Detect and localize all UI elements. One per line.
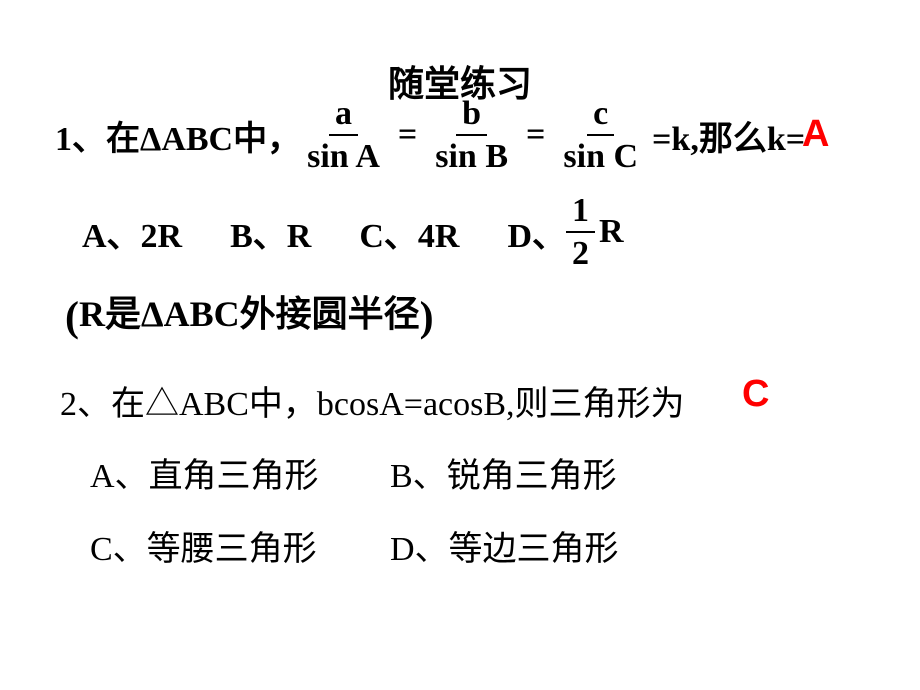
q2-answer: C bbox=[742, 373, 769, 416]
q1-note: (R是ΔABC外接圆半径) bbox=[65, 285, 434, 342]
fraction-half: 1 2 bbox=[566, 192, 595, 273]
q1-options: A、2R B、R C、4R D、 1 2 R bbox=[82, 192, 672, 273]
q1-answer: A bbox=[802, 113, 829, 156]
question-1: 1、在ΔABC中， a sin A = b sin B = c sin C =k… bbox=[55, 95, 805, 176]
q2-option-b: B、锐角三角形 bbox=[390, 448, 617, 497]
equals-sign: = bbox=[526, 116, 545, 154]
frac-den: sin B bbox=[429, 136, 514, 175]
frac-den: sin A bbox=[301, 136, 386, 175]
frac-den: sin C bbox=[557, 136, 644, 175]
fraction-a-sinA: a sin A bbox=[301, 95, 386, 176]
fraction-c-sinC: c sin C bbox=[557, 95, 644, 176]
paren-close: ) bbox=[420, 295, 434, 341]
q1-option-d-suffix: R bbox=[599, 213, 624, 251]
q1-prefix: 1、在ΔABC中， bbox=[55, 111, 301, 160]
equals-sign: = bbox=[398, 116, 417, 154]
q2-option-d: D、等边三角形 bbox=[390, 521, 619, 570]
frac-den: 2 bbox=[566, 233, 595, 272]
q2-option-c: C、等腰三角形 bbox=[90, 521, 317, 570]
frac-num: a bbox=[329, 95, 358, 136]
frac-num: b bbox=[456, 95, 487, 136]
question-2: 2、在△ABC中，bcosA=acosB,则三角形为 bbox=[60, 376, 685, 425]
fraction-b-sinB: b sin B bbox=[429, 95, 514, 176]
q1-option-d-prefix: D、 bbox=[507, 208, 566, 257]
q1-suffix: =k,那么k= bbox=[652, 111, 805, 160]
q1-option-a: A、2R bbox=[82, 208, 182, 257]
q1-option-b: B、R bbox=[230, 208, 311, 257]
q1-note-text: R是ΔABC外接圆半径 bbox=[79, 294, 420, 334]
q1-option-d: D、 1 2 R bbox=[507, 192, 623, 273]
frac-num: 1 bbox=[566, 192, 595, 233]
slide-container: 随堂练习 1、在ΔABC中， a sin A = b sin B = c sin… bbox=[0, 0, 920, 690]
q1-option-c: C、4R bbox=[359, 208, 459, 257]
frac-num: c bbox=[587, 95, 614, 136]
q2-option-a: A、直角三角形 bbox=[90, 448, 319, 497]
paren-open: ( bbox=[65, 295, 79, 341]
